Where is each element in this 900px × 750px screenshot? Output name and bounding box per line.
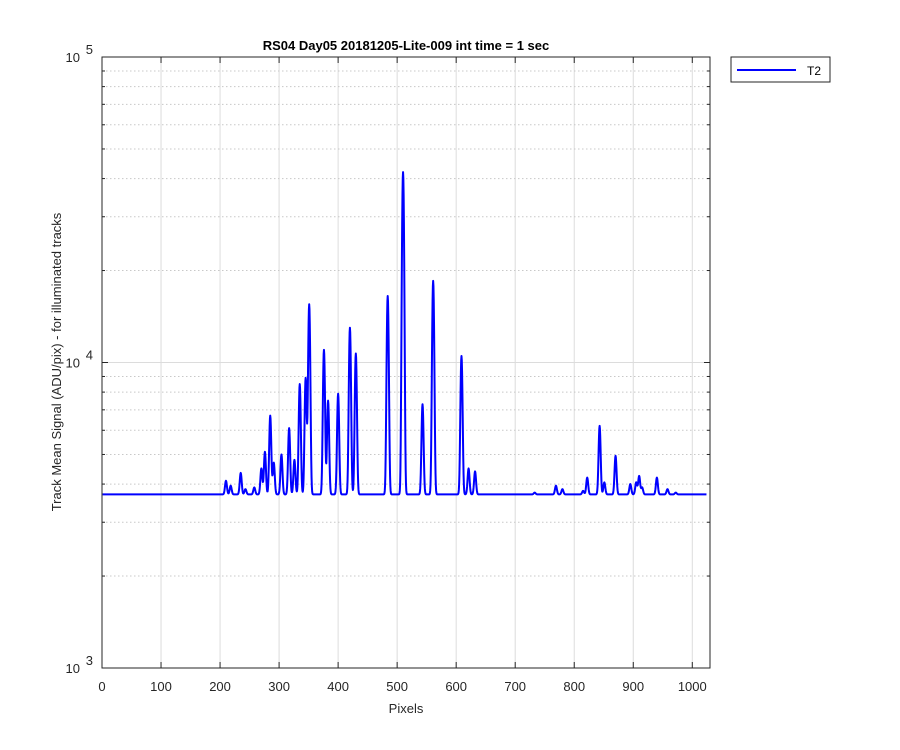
y-tick-label-exponent: 3 [86,653,93,668]
series-line-T2 [101,171,708,496]
chart-title: RS04 Day05 20181205-Lite-009 int time = … [263,38,550,53]
x-tick-label: 300 [268,679,290,694]
x-tick-label: 800 [563,679,585,694]
y-tick-label: 10 [66,661,80,676]
x-tick-labels: 0 100 200 300 400 500 600 700 800 900 1000 [98,679,706,694]
x-tick-label: 1000 [678,679,707,694]
x-tick-label: 200 [209,679,231,694]
series-layer [101,171,708,496]
x-tick-label: 400 [327,679,349,694]
x-tick-label: 500 [386,679,408,694]
y-tick-label-exponent: 4 [86,348,93,363]
y-tick-labels: 10 3 10 4 10 5 [66,42,93,676]
x-tick-label: 0 [98,679,105,694]
x-tick-label: 900 [622,679,644,694]
x-tick-label: 700 [504,679,526,694]
y-tick-label: 10 [66,50,80,65]
x-axis-title: Pixels [389,701,424,716]
y-tick-label-exponent: 5 [86,42,93,57]
x-tick-label: 600 [445,679,467,694]
legend-label-T2: T2 [807,64,821,78]
x-tick-label: 100 [150,679,172,694]
y-axis-title: Track Mean Signal (ADU/pix) - for illumi… [49,212,64,511]
y-tick-label: 10 [66,356,80,371]
legend[interactable]: T2 [730,56,831,83]
axis-ticks [101,56,710,669]
